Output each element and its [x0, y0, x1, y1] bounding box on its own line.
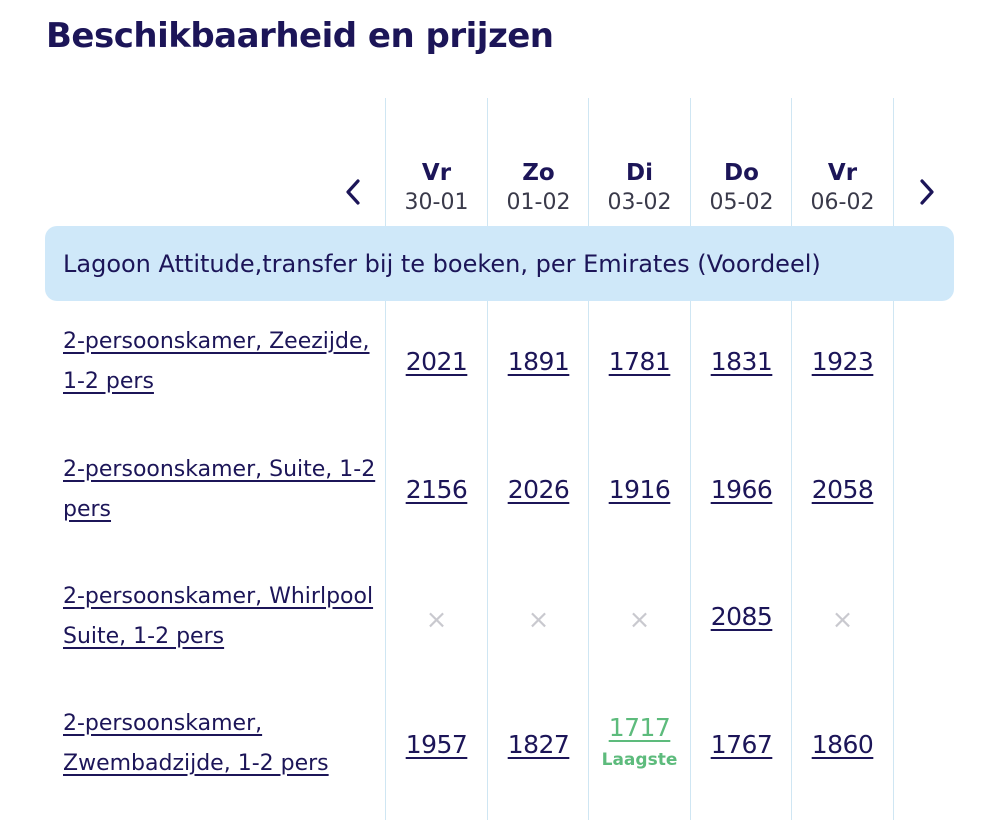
room-link-zeezijde[interactable]: 2-persoonskamer, Zeezijde, 1-2 pers	[63, 329, 370, 394]
day-name: Vr	[421, 160, 452, 186]
price-cell: 1923	[792, 347, 893, 376]
unavailable-icon: ×	[628, 605, 651, 635]
price-link[interactable]: 1860	[811, 730, 874, 759]
price-cell: 1966	[691, 475, 792, 504]
price-cell: 1781	[589, 347, 690, 376]
price-cell: 1827	[488, 730, 589, 759]
day-header: Vr 30-01	[386, 158, 487, 218]
price-link[interactable]: 1831	[710, 347, 773, 376]
day-name: Zo	[522, 160, 555, 186]
price-link[interactable]: 2058	[811, 475, 874, 504]
price-link[interactable]: 2156	[405, 475, 468, 504]
price-link[interactable]: 1767	[710, 730, 773, 759]
unavailable-cell: ×	[386, 605, 487, 635]
day-date: 30-01	[404, 190, 469, 215]
room-link-whirlpool-suite[interactable]: 2-persoonskamer, Whirlpool Suite, 1-2 pe…	[63, 584, 374, 649]
unavailable-cell: ×	[792, 605, 893, 635]
price-cell: 1957	[386, 730, 487, 759]
chevron-left-icon	[346, 179, 360, 205]
price-cell: 2156	[386, 475, 487, 504]
day-header: Vr 06-02	[792, 158, 893, 218]
day-name: Vr	[827, 160, 858, 186]
unavailable-cell: ×	[488, 605, 589, 635]
page-title: Beschikbaarheid en prijzen	[46, 16, 554, 56]
price-link[interactable]: 2026	[507, 475, 570, 504]
price-link[interactable]: 1891	[507, 347, 570, 376]
lowest-price-badge: Laagste	[601, 750, 678, 770]
price-cell: 2085	[691, 602, 792, 631]
price-link[interactable]: 1781	[608, 347, 671, 376]
column-divider	[791, 98, 792, 820]
price-cell: 1916	[589, 475, 690, 504]
price-cell: 2026	[488, 475, 589, 504]
column-divider	[588, 98, 589, 820]
lowest-price-cell: 1717 Laagste	[589, 713, 690, 770]
unavailable-icon: ×	[425, 605, 448, 635]
chevron-right-icon	[920, 179, 934, 205]
column-divider	[385, 98, 386, 820]
price-link[interactable]: 1916	[608, 475, 671, 504]
room-link-suite[interactable]: 2-persoonskamer, Suite, 1-2 pers	[63, 457, 376, 522]
price-cell: 1860	[792, 730, 893, 759]
price-cell: 2021	[386, 347, 487, 376]
day-date: 01-02	[506, 190, 571, 215]
room-link-zwembadzijde[interactable]: 2-persoonskamer, Zwembadzijde, 1-2 pers	[63, 711, 329, 776]
prev-dates-button[interactable]	[333, 172, 373, 212]
price-link[interactable]: 1966	[710, 475, 773, 504]
day-date: 06-02	[810, 190, 875, 215]
day-name: Do	[724, 160, 759, 186]
price-cell: 1891	[488, 347, 589, 376]
day-header: Di 03-02	[589, 158, 690, 218]
unavailable-icon: ×	[527, 605, 550, 635]
price-cell: 2058	[792, 475, 893, 504]
price-link[interactable]: 1923	[811, 347, 874, 376]
price-link[interactable]: 1827	[507, 730, 570, 759]
day-date: 05-02	[709, 190, 774, 215]
column-divider	[690, 98, 691, 820]
price-link[interactable]: 1957	[405, 730, 468, 759]
column-divider	[487, 98, 488, 820]
day-header: Zo 01-02	[488, 158, 589, 218]
day-date: 03-02	[607, 190, 672, 215]
day-name: Di	[626, 160, 653, 186]
package-title: Lagoon Attitude,transfer bij te boeken, …	[63, 249, 821, 278]
day-header: Do 05-02	[691, 158, 792, 218]
price-cell: 1831	[691, 347, 792, 376]
price-link[interactable]: 2021	[405, 347, 468, 376]
unavailable-cell: ×	[589, 605, 690, 635]
unavailable-icon: ×	[831, 605, 854, 635]
next-dates-button[interactable]	[907, 172, 947, 212]
package-banner: Lagoon Attitude,transfer bij te boeken, …	[45, 226, 954, 301]
price-link[interactable]: 2085	[710, 602, 773, 631]
lowest-price-link[interactable]: 1717	[608, 713, 671, 742]
column-divider	[893, 98, 894, 820]
price-cell: 1767	[691, 730, 792, 759]
